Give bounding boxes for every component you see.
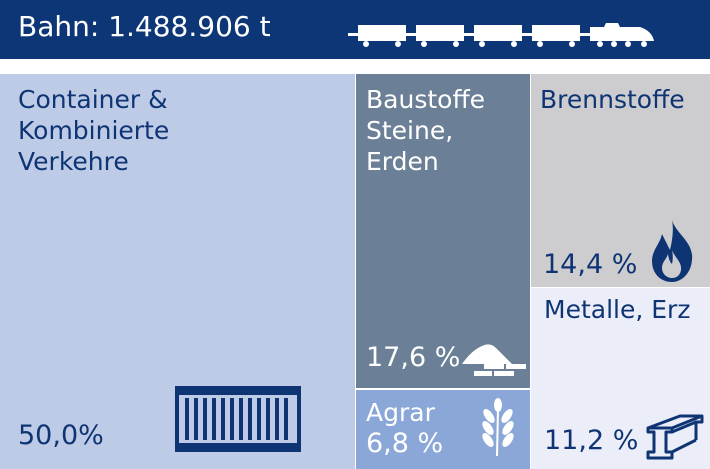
tile-value: 50,0% [18,420,104,451]
sand-pile-bricks-icon [462,344,526,376]
tile-baustoffe: Baustoffe Steine, Erden 17,6 % [356,74,530,388]
tile-value: 17,6 % [366,342,461,373]
tile-agrar: Agrar 6,8 % [356,390,530,469]
tile-value: 6,8 % [366,428,444,459]
tile-metalle: Metalle, Erz 11,2 % [531,288,710,469]
tile-brennstoffe: Brennstoffe 14,4 % [531,74,710,287]
wheat-icon [482,398,514,456]
tile-label: Baustoffe Steine, Erden [366,85,486,176]
tile-value: 14,4 % [543,249,638,280]
chart-header: Bahn: 1.488.906 t [0,0,710,59]
chart-title: Bahn: 1.488.906 t [18,10,271,43]
tile-label: Container & Kombinierte Verkehre [18,85,170,176]
tile-container: Container & Kombinierte Verkehre 50,0% [0,74,355,469]
train-icon [348,23,654,47]
tile-value: 11,2 % [544,425,639,456]
flame-icon [652,220,693,282]
tile-label: Brennstoffe [540,85,685,114]
shipping-container-icon [175,386,301,452]
tile-label: Agrar [366,398,435,427]
tile-label: Metalle, Erz [544,295,691,324]
steel-beam-icon [646,414,704,460]
